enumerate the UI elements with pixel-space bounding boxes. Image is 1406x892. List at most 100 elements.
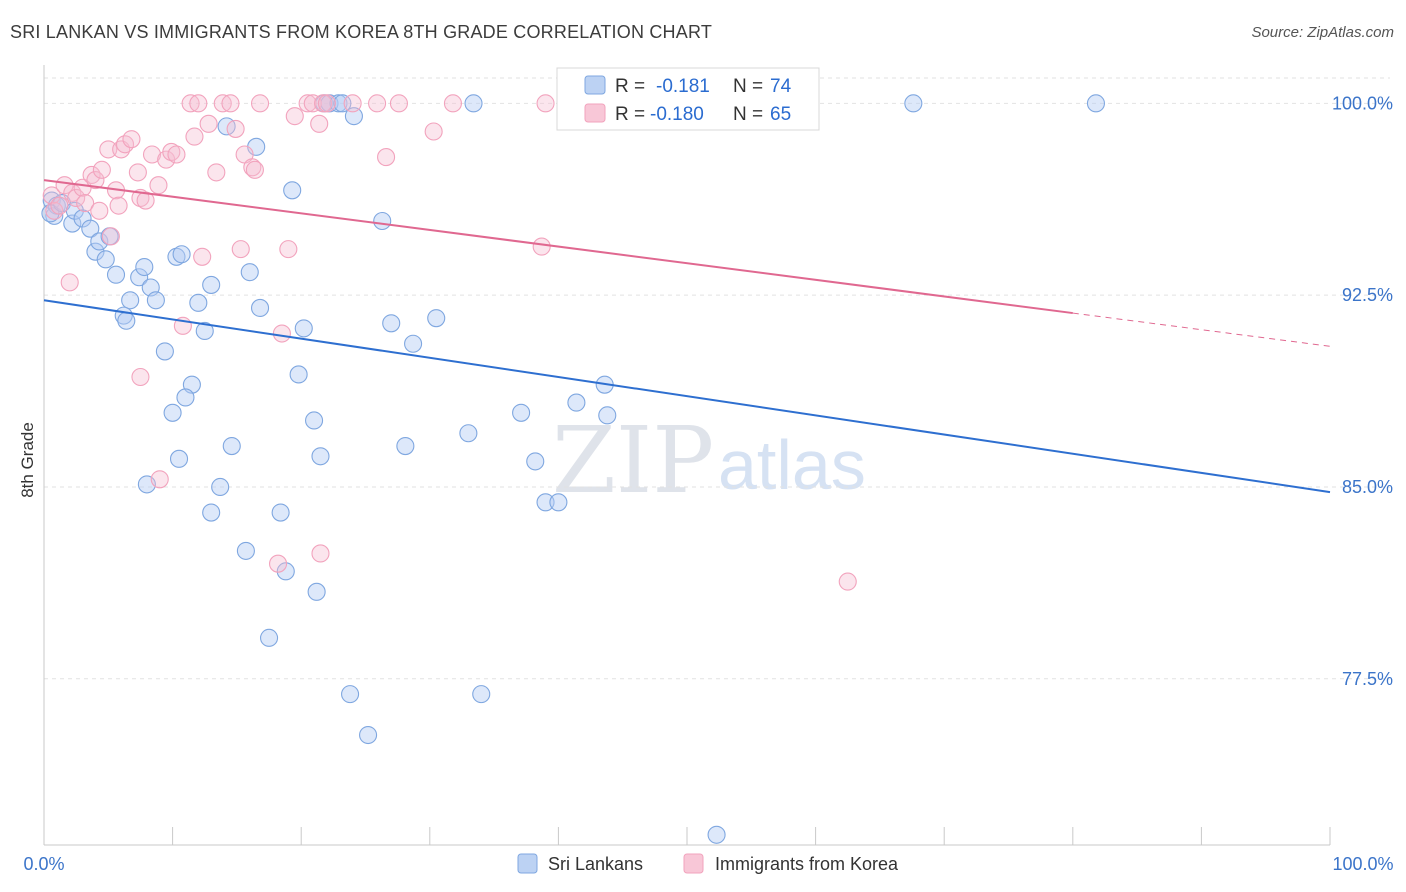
bottom-legend-label-korea: Immigrants from Korea xyxy=(715,854,899,874)
sri-lankans-point-70 xyxy=(472,685,491,704)
korea-point-10 xyxy=(90,201,109,220)
korea-point-35 xyxy=(221,94,240,113)
sri-lankans-point-66 xyxy=(549,493,568,512)
korea-point-30 xyxy=(189,94,208,113)
korea-point-11 xyxy=(92,160,111,179)
sri-lankans-point-13 xyxy=(106,265,126,284)
korea-point-18 xyxy=(122,130,141,149)
sri-lankans-point-38 xyxy=(259,628,279,647)
sri-lankans-point-33 xyxy=(236,541,255,560)
bottom-legend-swatch-korea xyxy=(683,853,704,874)
korea-point-64 xyxy=(60,273,79,292)
sri-lankans-point-32 xyxy=(222,436,241,456)
sri-lankans-point-25 xyxy=(176,388,195,407)
korea-point-55 xyxy=(443,94,462,113)
axes xyxy=(43,65,1331,846)
legend-swatch-korea xyxy=(584,103,606,123)
sri-lankans-point-41 xyxy=(283,181,302,200)
bottom-legend-label-sri-lankans: Sri Lankans xyxy=(548,854,643,874)
legend-swatch-sri-lankans xyxy=(584,75,606,95)
series-korea-points xyxy=(42,94,857,591)
korea-point-23 xyxy=(149,176,168,195)
sri-lankans-point-39 xyxy=(271,503,290,522)
sri-lankans-point-44 xyxy=(305,411,324,430)
korea-point-57 xyxy=(536,94,555,113)
sri-lankans-point-28 xyxy=(189,293,208,312)
sri-lankans-point-54 xyxy=(202,503,221,522)
korea-point-60 xyxy=(269,554,288,573)
sri-lankans-point-61 xyxy=(459,424,478,443)
sri-lankans-point-20 xyxy=(146,291,165,310)
sri-lankans-point-59 xyxy=(404,334,423,353)
korea-point-49 xyxy=(317,94,336,113)
korea-point-54 xyxy=(424,122,443,141)
korea-point-63 xyxy=(838,572,857,591)
sri-lankans-point-56 xyxy=(382,314,401,333)
legend-n-value-1: 65 xyxy=(770,104,791,125)
sri-lankans-point-17 xyxy=(121,291,140,310)
sri-lankans-point-43 xyxy=(294,319,313,338)
sri-lankans-point-42 xyxy=(289,365,308,384)
korea-point-53 xyxy=(389,94,408,113)
korea-point-59 xyxy=(131,367,150,387)
legend-n-label-0: N = xyxy=(733,76,763,97)
korea-point-39 xyxy=(243,158,262,177)
korea-point-32 xyxy=(199,114,218,133)
y-tick-label-1: 92.5% xyxy=(1342,285,1393,305)
korea-point-45 xyxy=(298,94,317,113)
sri-lankans-point-27 xyxy=(169,449,189,468)
korea-point-5 xyxy=(67,188,86,208)
chart-title: SRI LANKAN VS IMMIGRANTS FROM KOREA 8TH … xyxy=(10,22,713,42)
sri-lankans-point-21 xyxy=(155,342,174,361)
korea-point-34 xyxy=(213,94,232,113)
bottom-legend: Sri Lankans Immigrants from Korea xyxy=(517,853,899,874)
legend-n-value-0: 74 xyxy=(770,76,792,97)
sri-lankans-point-30 xyxy=(195,321,214,341)
legend-r-value-1: -0.180 xyxy=(650,104,704,125)
bottom-legend-swatch-sri-lankans xyxy=(517,853,538,874)
y-tick-labels: 100.0% 92.5% 85.0% 77.5% xyxy=(1332,93,1393,688)
korea-point-21 xyxy=(136,191,155,210)
x-tick-label-1: 100.0% xyxy=(1332,854,1393,874)
sri-lankans-point-63 xyxy=(512,403,531,422)
y-tick-label-0: 100.0% xyxy=(1332,93,1393,113)
sri-lankans-point-72 xyxy=(904,94,923,113)
watermark-zip: ZIP xyxy=(552,407,714,514)
korea-point-37 xyxy=(231,240,250,259)
korea-point-44 xyxy=(285,107,304,126)
sri-lankans-point-53 xyxy=(359,725,378,745)
korea-point-19 xyxy=(128,163,147,182)
korea-point-46 xyxy=(303,94,322,113)
sri-lankans-point-45 xyxy=(311,447,330,466)
watermark-atlas: atlas xyxy=(718,426,866,504)
korea-point-52 xyxy=(377,148,396,167)
korea-point-43 xyxy=(279,240,298,259)
sri-lankans-point-50 xyxy=(333,94,352,113)
y-tick-label-3: 77.5% xyxy=(1342,669,1393,689)
sri-lankans-point-19 xyxy=(117,311,136,330)
sri-lankans-point-65 xyxy=(536,493,555,512)
korea-point-3 xyxy=(55,176,74,195)
korea-point-47 xyxy=(310,114,329,133)
sri-lankans-point-69 xyxy=(598,406,617,425)
korea-point-36 xyxy=(226,119,245,138)
korea-point-31 xyxy=(193,247,212,266)
korea-point-25 xyxy=(162,142,181,162)
sri-lankans-point-22 xyxy=(167,247,186,266)
sri-lankans-point-71 xyxy=(707,825,726,844)
sri-lankans-point-23 xyxy=(172,245,191,264)
korea-point-1 xyxy=(45,201,64,220)
sri-lankans-point-62 xyxy=(464,94,483,113)
sri-lankans-trend-line xyxy=(43,299,1331,494)
korea-point-29 xyxy=(185,127,204,146)
source-credit: Source: ZipAtlas.com xyxy=(1251,24,1394,41)
sri-lankans-point-31 xyxy=(211,477,230,497)
legend-r-label-0: R = xyxy=(615,76,645,97)
sri-lankans-point-9 xyxy=(86,242,105,261)
sri-lankans-point-37 xyxy=(250,298,270,318)
sri-lankans-point-15 xyxy=(135,257,154,277)
korea-point-48 xyxy=(314,94,333,113)
legend-r-label-1: R = xyxy=(615,104,645,125)
sri-lankans-point-36 xyxy=(240,263,259,282)
